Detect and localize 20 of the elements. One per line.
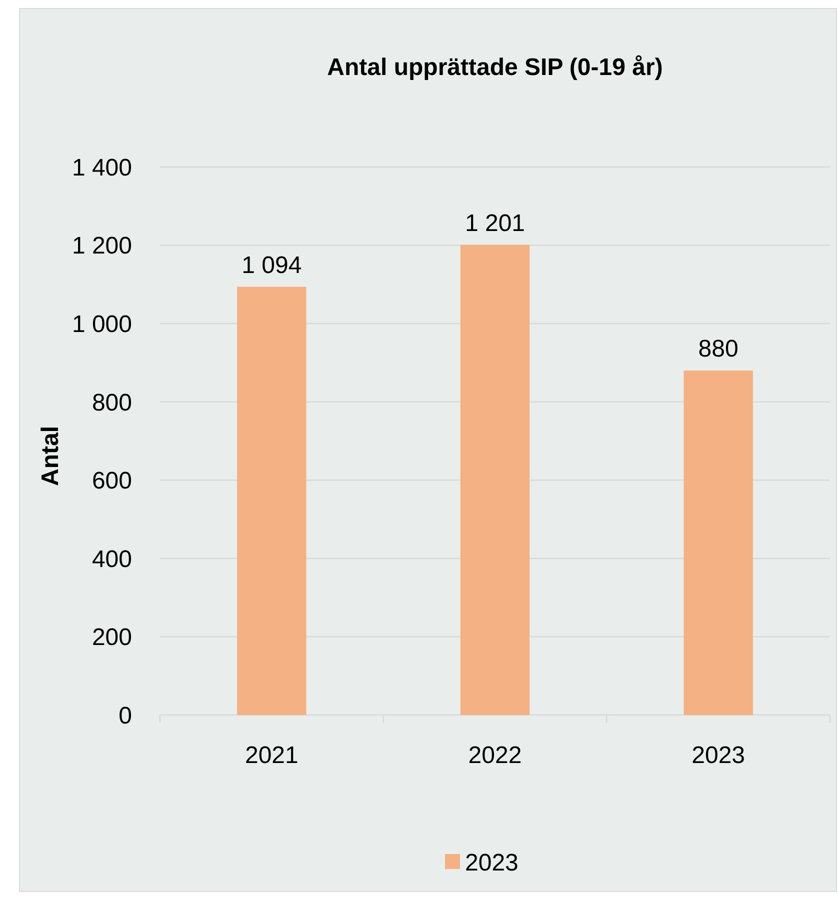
y-tick-label: 800 bbox=[92, 389, 132, 416]
x-tick-label: 2021 bbox=[244, 742, 298, 769]
x-tick-label: 2022 bbox=[468, 742, 522, 769]
bar bbox=[460, 244, 530, 715]
y-tick-label: 600 bbox=[92, 468, 132, 495]
y-tick-label: 400 bbox=[92, 546, 132, 573]
y-axis-title: Antal bbox=[37, 426, 64, 486]
y-tick-label: 200 bbox=[92, 624, 132, 652]
x-tick-label: 2023 bbox=[692, 742, 746, 769]
y-tick-label: 1 200 bbox=[72, 232, 132, 260]
y-tick-label: 1 400 bbox=[72, 154, 132, 182]
y-tick-label: 1 000 bbox=[72, 310, 132, 338]
bar bbox=[237, 286, 306, 715]
y-tick-label: 0 bbox=[118, 702, 132, 730]
data-label: 1 094 bbox=[242, 252, 302, 279]
bar bbox=[684, 370, 753, 715]
legend-label: 2023 bbox=[465, 849, 518, 876]
data-label: 1 201 bbox=[464, 210, 526, 237]
data-label: 880 bbox=[698, 336, 738, 363]
chart-title: Antal upprättade SIP (0-19 år) bbox=[327, 54, 663, 81]
